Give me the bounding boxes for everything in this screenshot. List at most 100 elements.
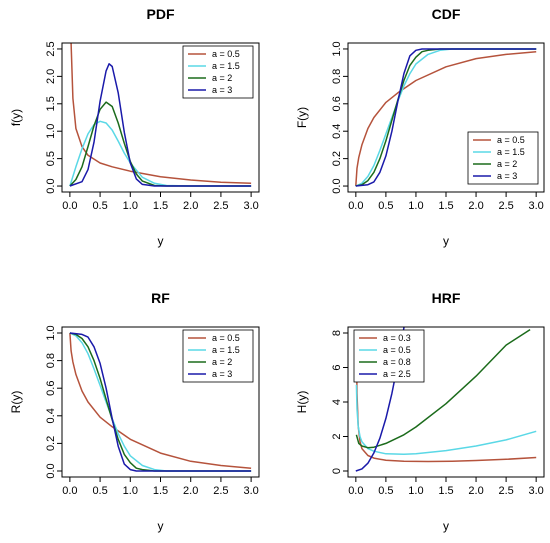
- y-tick-label: 4: [331, 399, 343, 405]
- series-line-3: [355, 328, 531, 449]
- x-tick-label: 0.0: [348, 485, 363, 497]
- y-axis-label: H(y): [295, 391, 309, 414]
- x-tick-label: 0.0: [62, 200, 77, 212]
- y-tick-label: 0.4: [45, 408, 57, 423]
- legend-label-1: a = 0.5: [212, 333, 240, 343]
- y-tick-label: 0.0: [45, 463, 57, 478]
- legend-label-4: a = 3: [212, 85, 232, 95]
- y-tick-label: 0.6: [331, 96, 343, 111]
- y-tick-label: 0.2: [45, 436, 57, 451]
- y-tick-label: 1.0: [45, 124, 57, 139]
- legend-label-4: a = 2.5: [383, 369, 411, 379]
- legend-label-3: a = 2: [212, 357, 232, 367]
- y-tick-label: 0.5: [45, 151, 57, 166]
- x-tick-label: 1.5: [438, 485, 453, 497]
- series-line-4: [69, 332, 252, 472]
- y-tick-label: 0: [331, 468, 343, 474]
- legend-label-1: a = 0.5: [497, 135, 525, 145]
- chart-title: RF: [151, 290, 170, 306]
- legend-label-2: a = 1.5: [212, 345, 240, 355]
- y-tick-label: 0.2: [331, 151, 343, 166]
- x-tick-label: 2.5: [498, 485, 513, 497]
- legend-label-2: a = 1.5: [497, 147, 525, 157]
- chart-title: PDF: [147, 6, 175, 22]
- y-tick-label: 0.8: [45, 353, 57, 368]
- x-tick-label: 1.0: [123, 200, 138, 212]
- chart-panel-pdf: PDF 0.0 0.5 1.0 1.5 2.0 2.5 3.0 0.0 0.5 1.0 1.5 2.0 2…: [9, 6, 260, 248]
- x-tick-label: 2.5: [213, 200, 228, 212]
- x-tick-label: 2.0: [468, 200, 483, 212]
- series-group: [355, 48, 537, 187]
- legend-label-2: a = 0.5: [383, 345, 411, 355]
- y-tick-label: 1.0: [45, 325, 57, 340]
- legend: a = 0.3 a = 0.5 a = 0.8 a = 2.5: [353, 329, 425, 383]
- x-axis-label: y: [443, 519, 449, 533]
- y-tick-label: 0.0: [331, 178, 343, 193]
- x-tick-label: 1.5: [153, 485, 168, 497]
- legend-label-4: a = 3: [212, 369, 232, 379]
- legend: a = 0.5 a = 1.5 a = 2 a = 3: [182, 329, 254, 383]
- y-tick-label: 6: [331, 364, 343, 370]
- x-tick-label: 3.0: [243, 200, 258, 212]
- legend-label-2: a = 1.5: [212, 61, 240, 71]
- x-axis-label: y: [158, 519, 164, 533]
- chart-title: HRF: [432, 290, 461, 306]
- x-tick-label: 0.0: [348, 200, 363, 212]
- x-tick-label: 0.5: [378, 485, 393, 497]
- legend: a = 0.5 a = 1.5 a = 2 a = 3: [182, 45, 254, 99]
- x-tick-label: 1.0: [123, 485, 138, 497]
- y-axis-label: R(y): [9, 391, 23, 414]
- legend: a = 0.5 a = 1.5 a = 2 a = 3: [467, 131, 539, 185]
- x-tick-label: 2.5: [213, 485, 228, 497]
- x-tick-label: 2.5: [498, 200, 513, 212]
- x-tick-label: 1.5: [438, 200, 453, 212]
- y-tick-label: 0.6: [45, 381, 57, 396]
- x-tick-label: 0.0: [62, 485, 77, 497]
- x-tick-label: 0.5: [378, 200, 393, 212]
- legend-label-4: a = 3: [497, 171, 517, 181]
- y-tick-label: 2: [331, 433, 343, 439]
- x-axis-label: y: [158, 234, 164, 248]
- legend-label-3: a = 0.8: [383, 357, 411, 367]
- series-line-1: [70, 43, 252, 185]
- series-group: [69, 332, 252, 472]
- chart-title: CDF: [432, 6, 461, 22]
- legend-label-3: a = 2: [212, 73, 232, 83]
- x-tick-label: 2.0: [183, 200, 198, 212]
- y-tick-label: 0.4: [331, 124, 343, 139]
- y-tick-label: 0.8: [331, 69, 343, 84]
- chart-panel-hrf: HRF 0.0 0.5 1.0 1.5 2.0 2.5 3.0 0 2 4 6 8 y H(y) a = 0.…: [295, 290, 545, 533]
- x-axis-label: y: [443, 234, 449, 248]
- legend-label-1: a = 0.3: [383, 333, 411, 343]
- x-tick-label: 3.0: [243, 485, 258, 497]
- y-axis-label: F(y): [295, 107, 309, 128]
- series-line-2: [69, 120, 252, 187]
- x-tick-label: 0.5: [92, 200, 107, 212]
- legend-label-1: a = 0.5: [212, 49, 240, 59]
- x-tick-label: 1.0: [408, 485, 423, 497]
- chart-panel-rf: RF 0.0 0.5 1.0 1.5 2.0 2.5 3.0 0.0 0.2 0.4 0.6 0.8 1.…: [9, 290, 260, 533]
- y-axis-label: f(y): [9, 109, 23, 126]
- x-tick-label: 1.5: [153, 200, 168, 212]
- x-tick-label: 3.0: [529, 200, 544, 212]
- y-tick-label: 1.5: [45, 96, 57, 111]
- series-line-1: [355, 50, 537, 187]
- y-tick-label: 2.0: [45, 69, 57, 84]
- x-tick-label: 1.0: [408, 200, 423, 212]
- series-group: [69, 43, 252, 187]
- y-tick-label: 8: [331, 330, 343, 336]
- x-tick-label: 0.5: [92, 485, 107, 497]
- series-line-1: [69, 332, 252, 469]
- legend-label-3: a = 2: [497, 159, 517, 169]
- series-line-4: [69, 63, 252, 187]
- series-line-2: [355, 384, 537, 456]
- y-tick-label: 2.5: [45, 41, 57, 56]
- chart-panel-cdf: CDF 0.0 0.5 1.0 1.5 2.0 2.5 3.0 0.0 0.2 0.4 0.6 0.8 1…: [295, 6, 545, 248]
- x-tick-label: 3.0: [529, 485, 544, 497]
- x-tick-label: 2.0: [468, 485, 483, 497]
- y-tick-label: 1.0: [331, 41, 343, 56]
- series-line-4: [355, 48, 537, 187]
- x-tick-label: 2.0: [183, 485, 198, 497]
- y-tick-label: 0.0: [45, 178, 57, 193]
